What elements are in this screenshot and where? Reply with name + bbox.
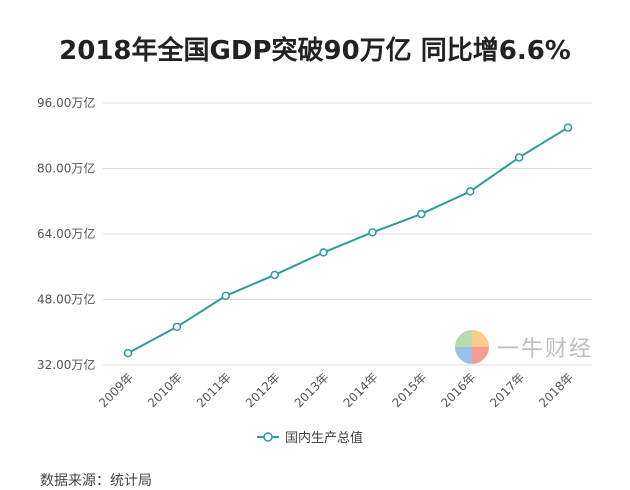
data-source-note: 数据来源：统计局 — [40, 473, 152, 489]
data-point — [417, 209, 426, 219]
series-line — [127, 126, 569, 355]
series-layer — [123, 123, 573, 358]
y-tick-label: 80.00万亿 — [37, 161, 95, 176]
legend-swatch-marker — [263, 432, 273, 442]
data-point — [465, 187, 475, 196]
data-point — [270, 270, 279, 280]
data-point — [563, 123, 573, 132]
data-point — [221, 291, 231, 301]
x-tick-label: 2017年 — [487, 370, 527, 410]
x-tick-label: 2014年 — [341, 370, 381, 410]
data-point — [319, 248, 328, 257]
data-point — [123, 348, 133, 358]
y-tick-label: 96.00万亿 — [37, 95, 95, 110]
x-tick-label: 2018年 — [536, 370, 576, 410]
data-point — [172, 322, 182, 332]
y-tick-label: 32.00万亿 — [37, 357, 95, 372]
y-axis-ticks: 32.00万亿 48.00万亿 64.00万亿 80.00万亿 96.00万亿 — [37, 95, 95, 372]
legend[interactable]: 国内生产总值 — [257, 430, 363, 446]
x-axis-ticks: 2009年 2010年 2011年 2012年 2013年 2014年 2015年 2016年… — [96, 370, 576, 410]
line-chart: 32.00万亿 48.00万亿 64.00万亿 80.00万亿 96.00万亿 2009… — [37, 95, 592, 446]
legend-label: 国内生产总值 — [285, 430, 363, 446]
data-point — [514, 153, 524, 162]
chart-title: 2018年全国GDP突破90万亿 同比增6.6% — [59, 36, 571, 66]
x-tick-label: 2013年 — [292, 370, 332, 410]
watermark: 一牛财经 — [455, 330, 593, 364]
data-point — [368, 228, 377, 237]
x-tick-label: 2009年 — [96, 370, 136, 410]
x-tick-label: 2011年 — [194, 370, 234, 410]
watermark-text: 一牛财经 — [497, 337, 594, 362]
y-tick-label: 48.00万亿 — [37, 292, 95, 307]
x-tick-label: 2016年 — [438, 370, 478, 410]
x-tick-label: 2010年 — [145, 370, 185, 410]
x-tick-label: 2012年 — [243, 370, 283, 410]
y-tick-label: 64.00万亿 — [37, 226, 95, 241]
grid-lines — [103, 102, 592, 366]
x-tick-label: 2015年 — [389, 370, 429, 410]
watermark-logo-icon — [455, 330, 489, 364]
